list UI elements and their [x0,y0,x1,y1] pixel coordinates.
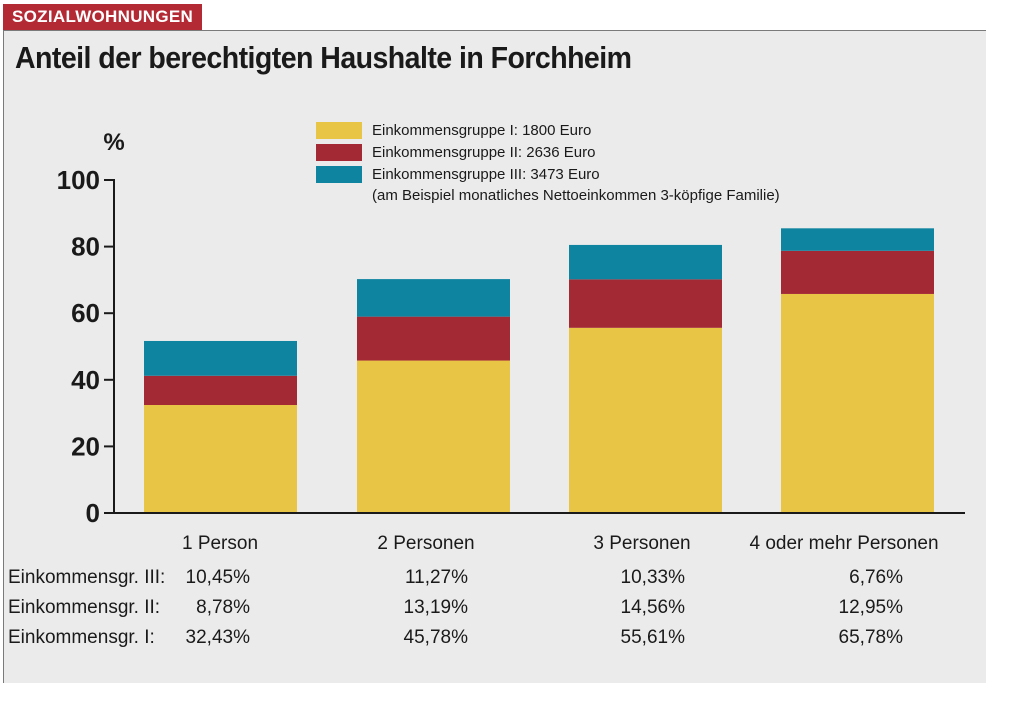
table-cell: 6,76% [849,567,903,588]
section-tag: SOZIALWOHNUNGEN [3,4,203,30]
table-row-label-gruppe-2: Einkommensgr. II: [8,597,161,618]
bar-segment-1-gruppe-2 [144,375,297,406]
table-cell: 32,43% [185,627,250,648]
bar-segment-3-gruppe-2 [569,279,722,328]
table-cell: 65,78% [838,627,903,648]
table-cell: 12,95% [838,597,903,618]
bar-segment-4-gruppe-3 [781,228,934,251]
table-cell: 14,56% [620,597,685,618]
legend-item-gruppe-3: Einkommensgruppe III: 3473 Euro [316,163,780,185]
bar-segment-4-gruppe-2 [781,250,934,294]
chart-title: Anteil der berechtigten Haushalte in For… [15,40,632,75]
y-axis-label: % [103,129,124,156]
table-cell: 8,78% [196,597,250,618]
category-label-4-personen: 4 oder mehr Personen [749,533,939,554]
bar-segment-3-gruppe-1 [569,327,722,513]
table-cell: 10,45% [185,567,250,588]
legend: Einkommensgruppe I: 1800 Euro Einkommens… [316,119,780,207]
y-tick-label-60: 60 [71,298,100,328]
y-tick-label-80: 80 [71,232,100,262]
bar-segment-2-gruppe-3 [357,279,510,317]
table-cell: 55,61% [620,627,685,648]
legend-swatch-gruppe-3 [316,165,362,183]
legend-note: (am Beispiel monatliches Nettoeinkommen … [372,187,780,204]
legend-label-gruppe-3: Einkommensgruppe III: 3473 Euro [372,165,600,183]
category-label-3-personen: 3 Personen [593,533,691,554]
legend-swatch-gruppe-1 [316,121,362,139]
legend-label-gruppe-1: Einkommensgruppe I: 1800 Euro [372,121,592,139]
y-tick-label-0: 0 [86,498,100,528]
bar-segment-4-gruppe-1 [781,293,934,513]
bar-segment-2-gruppe-2 [357,316,510,361]
legend-item-gruppe-2: Einkommensgruppe II: 2636 Euro [316,141,780,163]
table-cell: 13,19% [403,597,468,618]
table-cell: 10,33% [620,567,685,588]
category-label-1-person: 1 Person [181,533,259,554]
table-cell: 45,78% [403,627,468,648]
bar-segment-2-gruppe-1 [357,360,510,513]
bar-segment-1-gruppe-3 [144,340,297,376]
legend-swatch-gruppe-2 [316,143,362,161]
category-label-2-personen: 2 Personen [377,533,475,554]
table-row-label-gruppe-1: Einkommensgr. I: [8,627,155,648]
table-cell: 11,27% [404,567,468,588]
legend-label-gruppe-2: Einkommensgruppe II: 2636 Euro [372,143,596,161]
y-tick-label-20: 20 [71,431,100,461]
bar-segment-3-gruppe-3 [569,244,722,280]
table-row-label-gruppe-3: Einkommensgr. III: [8,567,166,588]
y-tick-label-100: 100 [57,165,100,195]
bar-segment-1-gruppe-1 [144,405,297,513]
y-tick-label-40: 40 [71,365,100,395]
legend-item-gruppe-1: Einkommensgruppe I: 1800 Euro [316,119,780,141]
